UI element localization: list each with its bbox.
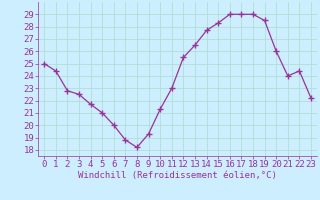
X-axis label: Windchill (Refroidissement éolien,°C): Windchill (Refroidissement éolien,°C) xyxy=(78,171,277,180)
